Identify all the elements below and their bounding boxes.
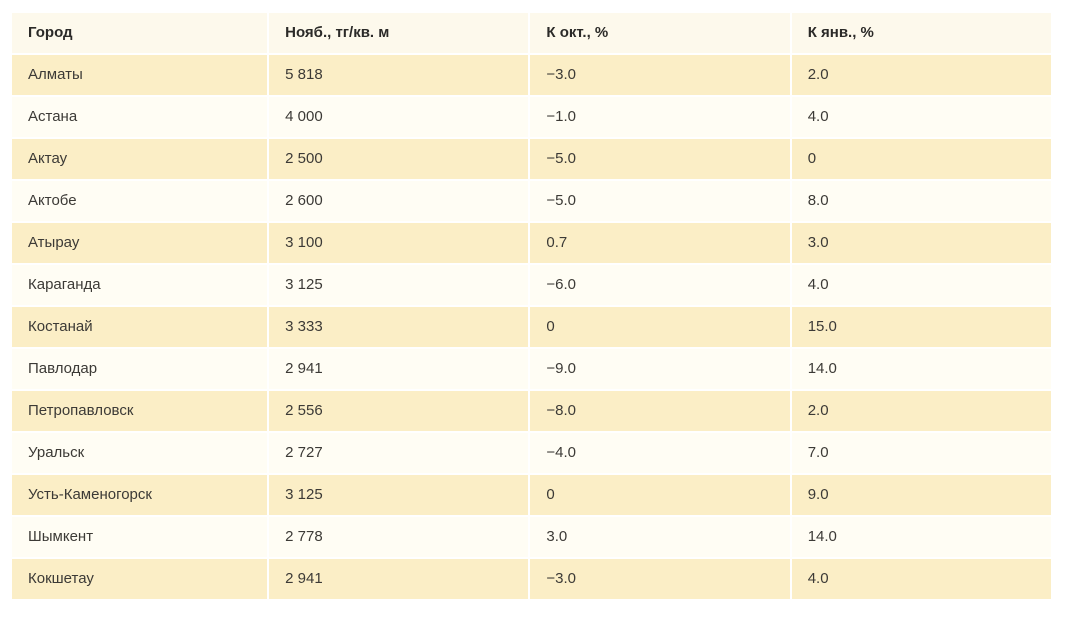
table-body: Алматы 5 818 −3.0 2.0 Астана 4 000 −1.0 4.0 Акта…: [9, 53, 1054, 601]
november-price-cell: 3 125: [267, 263, 531, 307]
table-row: Шымкент 2 778 3.0 14.0: [9, 515, 1054, 559]
vs-january-cell: 8.0: [789, 179, 1054, 223]
november-price-cell: 3 333: [267, 305, 531, 349]
vs-january-cell: 4.0: [789, 263, 1054, 307]
city-cell: Уральск: [9, 431, 270, 475]
november-price-cell: 2 600: [267, 179, 531, 223]
vs-october-cell: −3.0: [528, 53, 792, 97]
vs-october-cell: −5.0: [528, 137, 792, 181]
city-cell: Костанай: [9, 305, 270, 349]
city-cell: Актау: [9, 137, 270, 181]
city-cell: Усть-Каменогорск: [9, 473, 270, 517]
table-row: Алматы 5 818 −3.0 2.0: [9, 53, 1054, 97]
table-row: Астана 4 000 −1.0 4.0: [9, 95, 1054, 139]
city-cell: Алматы: [9, 53, 270, 97]
table-row: Усть-Каменогорск 3 125 0 9.0: [9, 473, 1054, 517]
city-cell: Атырау: [9, 221, 270, 265]
table-row: Актобе 2 600 −5.0 8.0: [9, 179, 1054, 223]
vs-october-cell: −4.0: [528, 431, 792, 475]
vs-january-cell: 14.0: [789, 515, 1054, 559]
vs-october-cell: −9.0: [528, 347, 792, 391]
column-header-city: Город: [9, 11, 270, 55]
november-price-cell: 2 941: [267, 557, 531, 601]
vs-january-cell: 0: [789, 137, 1054, 181]
column-header-vs-october: К окт., %: [528, 11, 792, 55]
vs-january-cell: 7.0: [789, 431, 1054, 475]
vs-october-cell: 0: [528, 473, 792, 517]
table-row: Уральск 2 727 −4.0 7.0: [9, 431, 1054, 475]
vs-october-cell: −8.0: [528, 389, 792, 433]
table-row: Кокшетау 2 941 −3.0 4.0: [9, 557, 1054, 601]
table-row: Павлодар 2 941 −9.0 14.0: [9, 347, 1054, 391]
city-cell: Актобе: [9, 179, 270, 223]
city-price-table: Город Нояб., тг/кв. м К окт., % К янв., …: [9, 11, 1054, 601]
vs-january-cell: 14.0: [789, 347, 1054, 391]
vs-october-cell: −3.0: [528, 557, 792, 601]
november-price-cell: 2 941: [267, 347, 531, 391]
november-price-cell: 2 778: [267, 515, 531, 559]
city-cell: Караганда: [9, 263, 270, 307]
city-cell: Петропавловск: [9, 389, 270, 433]
vs-january-cell: 9.0: [789, 473, 1054, 517]
column-header-vs-january: К янв., %: [789, 11, 1054, 55]
vs-october-cell: 0.7: [528, 221, 792, 265]
table-row: Караганда 3 125 −6.0 4.0: [9, 263, 1054, 307]
vs-october-cell: 0: [528, 305, 792, 349]
november-price-cell: 2 500: [267, 137, 531, 181]
city-cell: Астана: [9, 95, 270, 139]
november-price-cell: 4 000: [267, 95, 531, 139]
vs-october-cell: 3.0: [528, 515, 792, 559]
vs-january-cell: 2.0: [789, 389, 1054, 433]
table-row: Петропавловск 2 556 −8.0 2.0: [9, 389, 1054, 433]
vs-january-cell: 15.0: [789, 305, 1054, 349]
november-price-cell: 2 727: [267, 431, 531, 475]
header-row: Город Нояб., тг/кв. м К окт., % К янв., …: [9, 11, 1054, 55]
vs-january-cell: 2.0: [789, 53, 1054, 97]
column-header-november-price: Нояб., тг/кв. м: [267, 11, 531, 55]
city-cell: Павлодар: [9, 347, 270, 391]
vs-october-cell: −5.0: [528, 179, 792, 223]
table-row: Костанай 3 333 0 15.0: [9, 305, 1054, 349]
november-price-cell: 5 818: [267, 53, 531, 97]
vs-january-cell: 4.0: [789, 95, 1054, 139]
vs-january-cell: 4.0: [789, 557, 1054, 601]
vs-january-cell: 3.0: [789, 221, 1054, 265]
city-cell: Кокшетау: [9, 557, 270, 601]
vs-october-cell: −1.0: [528, 95, 792, 139]
november-price-cell: 2 556: [267, 389, 531, 433]
table-row: Атырау 3 100 0.7 3.0: [9, 221, 1054, 265]
vs-october-cell: −6.0: [528, 263, 792, 307]
page: Город Нояб., тг/кв. м К окт., % К янв., …: [9, 11, 1054, 601]
november-price-cell: 3 125: [267, 473, 531, 517]
table-row: Актау 2 500 −5.0 0: [9, 137, 1054, 181]
city-cell: Шымкент: [9, 515, 270, 559]
november-price-cell: 3 100: [267, 221, 531, 265]
